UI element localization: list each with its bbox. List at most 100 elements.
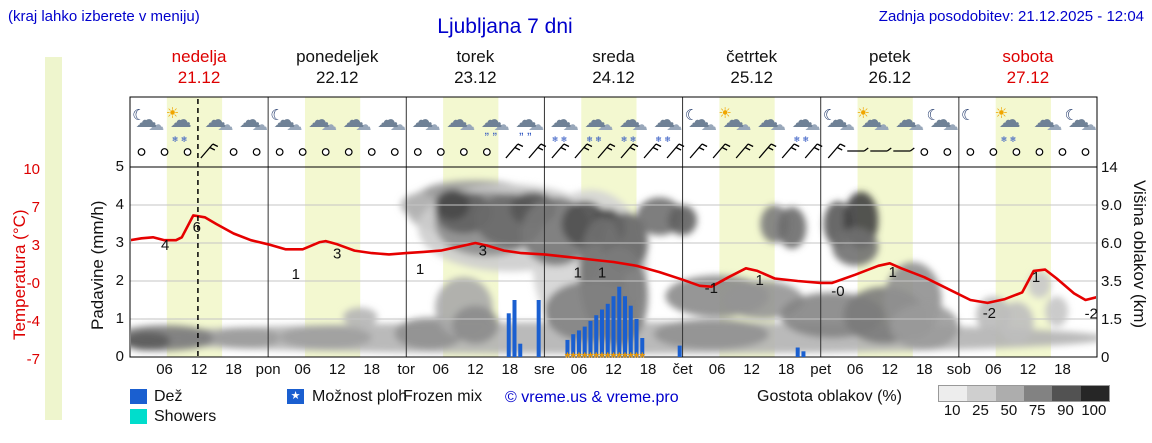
cloud-glyph: ☁ bbox=[653, 107, 676, 132]
wind-barb-icon bbox=[620, 143, 634, 159]
wind-row bbox=[137, 143, 1090, 159]
wind-barb-icon bbox=[551, 143, 565, 159]
cloud-glyph: ☁ bbox=[1046, 117, 1063, 134]
weather-icon-cloud-drizzle: ☁ ☁ „ „ bbox=[510, 99, 544, 145]
wind-calm-icon bbox=[966, 148, 975, 156]
weather-icon-cloud: ☁ ☁ bbox=[337, 99, 371, 145]
cloud-glyph: ☁ bbox=[562, 117, 579, 134]
cloud-glyph: ☁ bbox=[1080, 117, 1097, 134]
cloud-glyph: ☁ bbox=[825, 107, 848, 132]
wind-barb-icon bbox=[712, 143, 726, 159]
cloud-glyph: ☁ bbox=[769, 117, 786, 134]
cloud-glyph: ☁ bbox=[1067, 107, 1090, 132]
wind-barb-icon bbox=[827, 143, 841, 159]
wind-barb-icon bbox=[758, 143, 772, 159]
temp-tick: 7 bbox=[31, 199, 40, 216]
wind-calm-icon bbox=[229, 148, 238, 156]
cloud-glyph: ☁ bbox=[528, 117, 545, 134]
wind-calm-icon bbox=[943, 148, 952, 156]
cloud-glyph: ☁ bbox=[493, 117, 510, 134]
day-header-sobota: sobota 27.12 bbox=[959, 46, 1097, 88]
driz-glyph: „ „ bbox=[519, 122, 532, 137]
wind-calm-icon bbox=[344, 148, 353, 156]
svg-text:*: * bbox=[599, 349, 605, 365]
cloud-height-tick: 1.5 bbox=[1101, 311, 1122, 328]
snow-glyph: ❄ ❄ bbox=[586, 135, 602, 144]
weather-icon-cloud-snow: ☁ ☁ ❄ ❄ bbox=[579, 99, 613, 145]
wind-calm-icon bbox=[1012, 148, 1021, 156]
sun-glyph: ☀ bbox=[718, 105, 732, 122]
temp-tick: -0 bbox=[26, 275, 40, 292]
day-name: petek bbox=[868, 47, 911, 66]
wind-barb-icon bbox=[574, 143, 588, 159]
svg-text:*: * bbox=[628, 349, 634, 365]
temp-value-label: -2 bbox=[983, 305, 996, 322]
cloud-glyph: ☁ bbox=[929, 107, 952, 132]
density-tick-label: 25 bbox=[972, 402, 989, 419]
cloud-height-tick: 9.0 bbox=[1101, 197, 1122, 214]
day-date: 25.12 bbox=[730, 68, 773, 87]
cloud-glyph: ☁ bbox=[584, 107, 607, 132]
wind-barb-icon bbox=[643, 143, 657, 159]
copyright-link[interactable]: © vreme.us & vreme.pro bbox=[505, 389, 679, 406]
day-date: 26.12 bbox=[868, 68, 912, 87]
wind-calm-icon bbox=[275, 148, 284, 156]
svg-text:*: * bbox=[605, 349, 611, 365]
temp-value-label: -1 bbox=[705, 280, 718, 297]
wind-calm-icon bbox=[920, 148, 929, 156]
weather-icon-cloud: ☁ ☁ bbox=[441, 99, 475, 145]
day-name: torek bbox=[456, 47, 495, 66]
time-tick-12: 12 bbox=[328, 361, 346, 378]
shower-chance-swatch: ★ bbox=[287, 389, 304, 404]
density-tick-label: 75 bbox=[1028, 402, 1046, 419]
svg-text:*: * bbox=[640, 349, 646, 365]
weather-icon-moon: ☾ bbox=[959, 99, 993, 145]
moon-glyph: ☾ bbox=[684, 107, 699, 124]
cloud-glyph: ☁ bbox=[631, 117, 648, 134]
weather-icon-cloud-snow: ☁ ☁ ❄ ❄ bbox=[648, 99, 682, 145]
time-tick-12: 12 bbox=[1019, 361, 1037, 378]
weather-icon-sun-snow-cloud: ☀ ☁ ❄ ❄ bbox=[994, 99, 1028, 145]
time-tick-06: 06 bbox=[294, 361, 312, 378]
temp-value-label: -0 bbox=[831, 283, 844, 300]
cloud-glyph: ☁ bbox=[446, 107, 469, 132]
temp-value-label: 1 bbox=[756, 272, 764, 289]
precip-bars bbox=[506, 286, 806, 357]
cloud-glyph: ☁ bbox=[838, 117, 855, 134]
wind-calm-icon bbox=[1035, 148, 1044, 156]
time-tick-18: 18 bbox=[777, 361, 795, 378]
wind-calm-icon bbox=[1058, 148, 1067, 156]
svg-text:*: * bbox=[565, 349, 571, 365]
time-tick-sre: sre bbox=[534, 361, 555, 378]
cloud-glyph: ☁ bbox=[355, 117, 372, 134]
density-segment bbox=[939, 386, 968, 401]
wind-calm-icon bbox=[482, 148, 491, 156]
cloud-glyph: ☁ bbox=[238, 107, 261, 132]
weather-icon-cloud: ☁ ☁ bbox=[199, 99, 233, 145]
time-tick-12: 12 bbox=[605, 361, 622, 378]
cloud-glyph: ☁ bbox=[217, 117, 234, 134]
moon-glyph: ☾ bbox=[822, 107, 837, 124]
cloud-glyph: ☁ bbox=[135, 107, 158, 132]
cloud-height-tick: 14 bbox=[1101, 159, 1118, 176]
cloud-glyph: ☁ bbox=[480, 107, 503, 132]
cloud-glyph: ☁ bbox=[722, 107, 745, 132]
cloud-glyph: ☁ bbox=[549, 107, 572, 132]
wind-calm-icon bbox=[183, 148, 192, 156]
temp-value-label: 1 bbox=[598, 265, 606, 282]
svg-text:*: * bbox=[576, 349, 582, 365]
weather-icon-cloud-snow: ☁ ☁ ❄ ❄ bbox=[545, 99, 579, 145]
temp-colorbar-strip bbox=[45, 57, 62, 420]
cloud-glyph: ☁ bbox=[342, 107, 365, 132]
menu-hint: (kraj lahko izberete v meniju) bbox=[8, 8, 200, 25]
wind-barb-icon bbox=[200, 143, 214, 159]
wind-calm-icon bbox=[298, 148, 307, 156]
time-tick-12: 12 bbox=[190, 361, 208, 378]
time-tick-06: 06 bbox=[432, 361, 450, 378]
time-tick-18: 18 bbox=[501, 361, 519, 378]
moon-glyph: ☾ bbox=[926, 107, 941, 124]
temperature-line bbox=[131, 214, 1096, 305]
cloud-glyph: ☁ bbox=[860, 107, 883, 132]
